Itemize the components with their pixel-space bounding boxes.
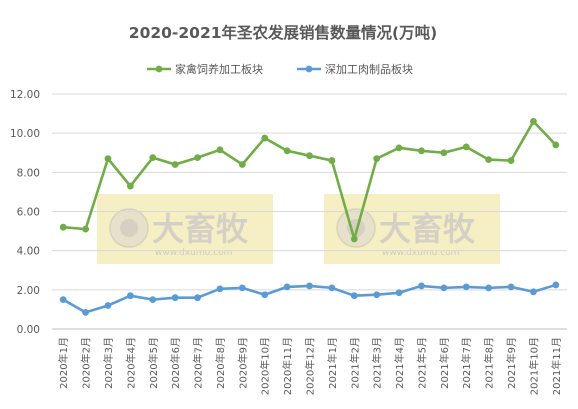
x-tick-label: 2020年12月 <box>304 337 317 395</box>
chart-title: 2020-2021年圣农发展销售数量情况(万吨) <box>129 23 437 42</box>
data-point <box>238 161 246 168</box>
data-point <box>126 182 134 190</box>
data-point <box>59 296 67 304</box>
y-tick-label: 0.00 <box>17 324 40 336</box>
x-tick-label: 2021年6月 <box>438 337 451 389</box>
data-point <box>82 308 89 316</box>
data-point <box>283 147 291 155</box>
x-tick-label: 2021年11月 <box>550 337 563 395</box>
data-point <box>194 294 201 302</box>
data-point <box>418 282 425 290</box>
data-point <box>395 289 403 297</box>
x-tick-label: 2020年4月 <box>124 337 137 389</box>
legend-marker <box>155 65 163 73</box>
data-point <box>440 284 448 292</box>
data-point <box>171 294 179 302</box>
y-tick-label: 6.00 <box>17 207 40 219</box>
data-point <box>462 143 470 151</box>
data-point <box>507 157 515 164</box>
data-point <box>82 225 89 233</box>
watermark-subtext: www.dxumu.com <box>155 248 232 258</box>
data-point <box>171 161 179 168</box>
data-point <box>216 285 224 293</box>
x-tick-label: 2021年7月 <box>460 337 473 389</box>
data-point <box>373 291 381 299</box>
data-point <box>306 152 313 160</box>
y-axis: 0.00 2.00 4.00 6.00 8.00 10.00 12.00 <box>10 89 40 336</box>
data-point <box>238 284 246 292</box>
y-tick-label: 10.00 <box>10 128 40 140</box>
data-point <box>306 282 313 290</box>
data-point <box>216 146 224 154</box>
data-point <box>149 296 157 304</box>
data-point <box>261 291 269 299</box>
x-tick-label: 2021年1月 <box>326 337 339 389</box>
series-layer <box>59 118 560 316</box>
x-tick-label: 2021年9月 <box>505 337 518 389</box>
x-tick-label: 2020年7月 <box>192 337 205 389</box>
x-tick-label: 2021年5月 <box>415 337 428 389</box>
data-point <box>104 155 112 163</box>
x-tick-label: 2020年2月 <box>80 337 93 389</box>
watermark-subtext: www.dxumu.com <box>382 248 459 258</box>
data-point <box>552 281 560 289</box>
data-point <box>462 283 470 291</box>
data-point <box>485 284 493 292</box>
data-point <box>328 284 336 292</box>
x-axis: 2020年1月 2020年2月 2020年3月 2020年4月 2020年5月 2020年… <box>52 328 567 395</box>
data-point <box>104 302 112 309</box>
data-point <box>59 223 67 231</box>
x-tick-label: 2020年6月 <box>169 337 182 389</box>
x-tick-label: 2020年8月 <box>214 337 227 389</box>
watermark-text: 大畜牧 <box>379 210 476 248</box>
x-tick-label: 2021年4月 <box>393 337 406 389</box>
x-tick-label: 2020年10月 <box>259 337 272 395</box>
legend-label: 深加工肉制品板块 <box>325 62 413 76</box>
y-tick-label: 2.00 <box>17 285 40 297</box>
legend-marker <box>305 65 313 73</box>
x-tick-label: 2020年5月 <box>147 337 160 389</box>
data-point <box>261 134 269 142</box>
watermark-left: 大畜牧 www.dxumu.com <box>97 194 273 264</box>
data-point <box>395 144 403 152</box>
data-point <box>418 147 425 155</box>
x-tick-label: 2021年10月 <box>527 337 540 395</box>
legend: 家禽饲养加工板块 深加工肉制品板块 <box>147 62 413 76</box>
x-tick-label: 2020年9月 <box>236 337 249 389</box>
x-tick-label: 2021年8月 <box>483 337 496 389</box>
watermark-logo-inner-icon <box>120 219 138 237</box>
data-point <box>350 292 358 300</box>
x-tick-label: 2020年1月 <box>57 337 70 389</box>
y-tick-label: 12.00 <box>10 89 40 101</box>
watermark-text: 大畜牧 <box>152 210 249 248</box>
data-point <box>485 156 493 164</box>
data-point <box>530 118 537 125</box>
x-tick-label: 2020年3月 <box>102 337 115 389</box>
y-tick-label: 4.00 <box>17 246 40 258</box>
data-point <box>440 149 448 157</box>
x-tick-label: 2020年11月 <box>281 337 294 395</box>
legend-label: 家禽饲养加工板块 <box>175 62 263 76</box>
x-tick-label: 2021年2月 <box>348 337 361 389</box>
data-point <box>552 141 560 149</box>
data-point <box>350 235 358 243</box>
gridlines <box>52 93 567 291</box>
data-point <box>283 283 291 291</box>
y-tick-label: 8.00 <box>17 167 40 179</box>
data-point <box>328 157 336 164</box>
data-point <box>373 155 381 163</box>
data-point <box>149 154 157 162</box>
data-point <box>126 292 134 300</box>
data-point <box>194 154 201 162</box>
data-point <box>530 288 537 296</box>
x-tick-label: 2021年3月 <box>371 337 384 389</box>
data-point <box>507 283 515 291</box>
